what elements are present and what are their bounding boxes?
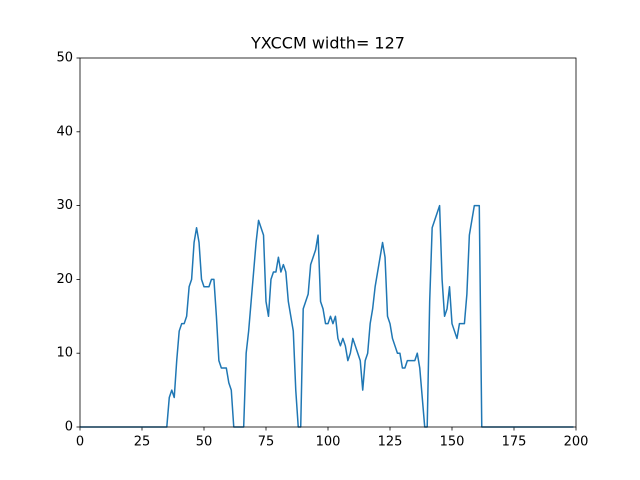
x-tick-label: 200 xyxy=(564,435,589,450)
x-tick-label: 0 xyxy=(76,435,84,450)
y-tick-label: 40 xyxy=(56,124,73,139)
data-line xyxy=(80,204,574,428)
y-tick-label: 30 xyxy=(56,198,73,213)
y-tick-label: 0 xyxy=(65,420,73,435)
x-tick-label: 75 xyxy=(258,435,275,450)
x-tick-label: 25 xyxy=(134,435,151,450)
y-tick-label: 20 xyxy=(56,272,73,287)
axes-frame xyxy=(79,57,577,428)
chart-title: YXCCM width= 127 xyxy=(250,34,405,53)
x-tick-label: 125 xyxy=(378,435,403,450)
x-tick-label: 175 xyxy=(502,435,527,450)
x-tick-label: 150 xyxy=(440,435,465,450)
x-tick-label: 50 xyxy=(196,435,213,450)
y-tick-label: 10 xyxy=(56,346,73,361)
x-tick-label: 100 xyxy=(316,435,341,450)
y-tick-label: 50 xyxy=(56,51,73,66)
